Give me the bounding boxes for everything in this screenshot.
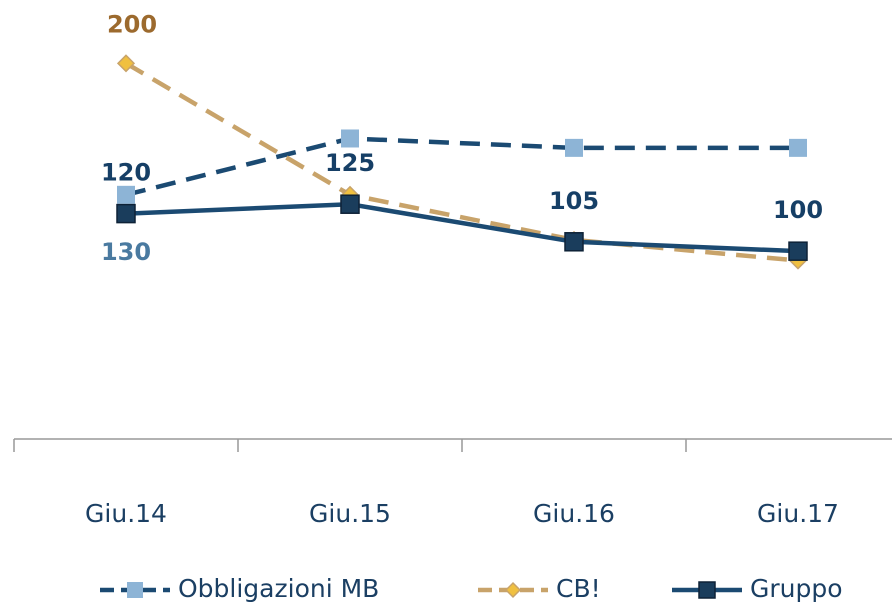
marker bbox=[564, 232, 584, 252]
marker bbox=[117, 185, 135, 204]
data-label: 130 bbox=[101, 238, 151, 266]
marker bbox=[341, 129, 359, 148]
data-label: 200 bbox=[107, 10, 157, 38]
legend-marker bbox=[504, 581, 522, 599]
legend-label: Obbligazioni MB bbox=[178, 574, 379, 603]
x-tick-label: Giu.15 bbox=[309, 499, 391, 528]
data-label: 125 bbox=[325, 149, 375, 177]
x-tick-label: Giu.17 bbox=[757, 499, 839, 528]
legend-marker bbox=[698, 581, 716, 599]
marker bbox=[565, 138, 583, 157]
legend-marker bbox=[127, 582, 143, 598]
marker bbox=[788, 241, 808, 261]
data-label: 120 bbox=[101, 159, 151, 187]
legend-label: Gruppo bbox=[750, 574, 843, 603]
x-tick-label: Giu.14 bbox=[85, 499, 167, 528]
data-label: 100 bbox=[773, 196, 823, 224]
series-line bbox=[125, 136, 798, 198]
legend-label: CB! bbox=[556, 574, 601, 603]
x-tick-label: Giu.16 bbox=[533, 499, 615, 528]
marker bbox=[340, 194, 360, 214]
marker bbox=[789, 138, 807, 157]
marker bbox=[116, 203, 136, 224]
data-label: 105 bbox=[549, 187, 599, 215]
series-line bbox=[125, 201, 799, 254]
series-line bbox=[124, 61, 799, 263]
marker bbox=[116, 54, 136, 73]
